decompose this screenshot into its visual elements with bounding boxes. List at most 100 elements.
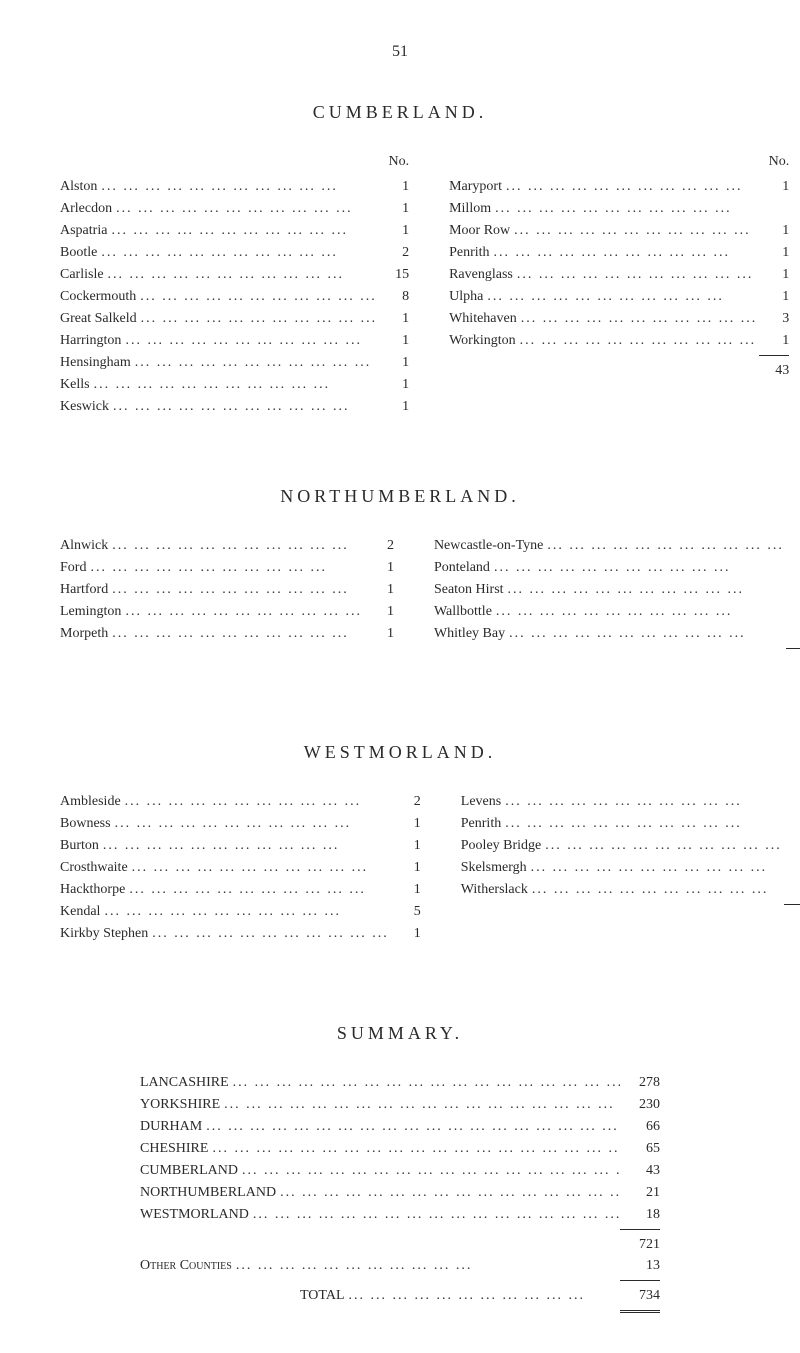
dots: ... ... ... ... ... ... ... ... ... ... … <box>107 220 381 241</box>
table-row: Seaton Hirst... ... ... ... ... ... ... … <box>434 579 800 600</box>
entry-value: 1 <box>366 579 394 600</box>
entry-label: Ravenglass <box>449 264 513 285</box>
entry-label: Hensingham <box>60 352 131 373</box>
entry-label: Moor Row <box>449 220 510 241</box>
entry-label: Hartford <box>60 579 108 600</box>
summary-rows: LANCASHIRE... ... ... ... ... ... ... ..… <box>140 1072 660 1225</box>
table-row: Whitehaven... ... ... ... ... ... ... ..… <box>449 308 789 329</box>
table-row: Ambleside... ... ... ... ... ... ... ...… <box>60 791 421 812</box>
dots: ... ... ... ... ... ... ... ... ... ... … <box>504 579 788 600</box>
dots: ... ... ... ... ... ... ... ... ... ... … <box>97 242 381 263</box>
entry-value: 2 <box>393 791 421 812</box>
entry-label: Harrington <box>60 330 121 351</box>
dots: ... ... ... ... ... ... ... ... ... ... … <box>111 813 393 834</box>
entry-value: 1 <box>381 396 409 417</box>
table-row: Penrith... ... ... ... ... ... ... ... .… <box>449 242 789 263</box>
entry-value: 2 <box>381 242 409 263</box>
dots: ... ... ... ... ... ... ... ... ... ... … <box>108 535 366 556</box>
table-row: Hackthorpe... ... ... ... ... ... ... ..… <box>60 879 421 900</box>
entry-label: Wallbottle <box>434 601 492 622</box>
dots: ... ... ... ... ... ... ... ... ... ... … <box>490 557 788 578</box>
entry-value: 1 <box>786 857 800 878</box>
dots: ... ... ... ... ... ... ... ... ... ... … <box>501 791 786 812</box>
table-row: Burton... ... ... ... ... ... ... ... ..… <box>60 835 421 856</box>
dots: ... ... ... ... ... ... ... ... ... ... … <box>97 176 381 197</box>
table-row: Ulpha... ... ... ... ... ... ... ... ...… <box>449 286 789 307</box>
summary-row: WESTMORLAND... ... ... ... ... ... ... .… <box>140 1204 660 1225</box>
cumberland-total: 43 <box>449 360 789 381</box>
table-row: Alston... ... ... ... ... ... ... ... ..… <box>60 176 409 197</box>
westmorland-left-items: Ambleside... ... ... ... ... ... ... ...… <box>60 791 421 944</box>
entry-value: 3 <box>761 308 789 329</box>
entry-label: Whitehaven <box>449 308 517 329</box>
entry-value: 1 <box>761 264 789 285</box>
dots: ... ... ... ... ... ... ... ... ... ... … <box>128 857 393 878</box>
westmorland-right-col: Levens... ... ... ... ... ... ... ... ..… <box>461 791 800 945</box>
table-row: Cockermouth... ... ... ... ... ... ... .… <box>60 286 409 307</box>
entry-value: 1 <box>788 623 800 644</box>
entry-label: Alnwick <box>60 535 108 556</box>
dots: ... ... ... ... ... ... ... ... ... ... … <box>516 330 762 351</box>
northumberland-right-col: Newcastle-on-Tyne... ... ... ... ... ...… <box>434 535 800 674</box>
entry-label: Arlecdon <box>60 198 112 219</box>
table-row: Wallbottle... ... ... ... ... ... ... ..… <box>434 601 800 622</box>
northumberland-left-items: Alnwick... ... ... ... ... ... ... ... .… <box>60 535 394 644</box>
entry-label: Bowness <box>60 813 111 834</box>
entry-label: Carlisle <box>60 264 104 285</box>
table-row: Workington... ... ... ... ... ... ... ..… <box>449 330 789 351</box>
dots: ... ... ... ... ... ... ... ... ... ... … <box>345 1285 620 1306</box>
summary-row: CUMBERLAND... ... ... ... ... ... ... ..… <box>140 1160 660 1181</box>
total-rule <box>620 1280 660 1281</box>
entry-label: Aspatria <box>60 220 107 241</box>
cumberland-right-col: No. Maryport... ... ... ... ... ... ... … <box>449 151 789 418</box>
final-double-rule <box>620 1310 660 1313</box>
entry-value: 1 <box>788 601 800 622</box>
other-counties-label: Other Counties <box>140 1255 232 1276</box>
entry-label: Newcastle-on-Tyne <box>434 535 543 556</box>
table-row: Aspatria... ... ... ... ... ... ... ... … <box>60 220 409 241</box>
table-row: Levens... ... ... ... ... ... ... ... ..… <box>461 791 800 812</box>
cumberland-title: CUMBERLAND. <box>60 99 740 126</box>
entry-label: Levens <box>461 791 501 812</box>
summary-row: YORKSHIRE... ... ... ... ... ... ... ...… <box>140 1094 660 1115</box>
entry-label: Pooley Bridge <box>461 835 542 856</box>
dots: ... ... ... ... ... ... ... ... ... ... … <box>501 813 786 834</box>
entry-value: 1 <box>393 879 421 900</box>
entry-label: Maryport <box>449 176 502 197</box>
no-header: No. <box>60 151 409 172</box>
entry-label: Kirkby Stephen <box>60 923 148 944</box>
northumberland-title: NORTHUMBERLAND. <box>60 483 740 510</box>
summary-title: SUMMARY. <box>60 1020 740 1047</box>
table-row: Kells... ... ... ... ... ... ... ... ...… <box>60 374 409 395</box>
westmorland-title: WESTMORLAND. <box>60 739 740 766</box>
table-row: Lemington... ... ... ... ... ... ... ...… <box>60 601 394 622</box>
dots: ... ... ... ... ... ... ... ... ... ... … <box>543 535 788 556</box>
subtotal-rule <box>620 1229 660 1230</box>
total-label: TOTAL <box>300 1285 345 1306</box>
dots: ... ... ... ... ... ... ... ... ... ... … <box>109 396 381 417</box>
dots: ... ... ... ... ... ... ... ... ... ... … <box>238 1160 620 1181</box>
table-row: Penrith... ... ... ... ... ... ... ... .… <box>461 813 800 834</box>
cumberland-columns: No. Alston... ... ... ... ... ... ... ..… <box>60 151 740 418</box>
table-row: Harrington... ... ... ... ... ... ... ..… <box>60 330 409 351</box>
westmorland-right-items: Levens... ... ... ... ... ... ... ... ..… <box>461 791 800 900</box>
table-row: Bootle... ... ... ... ... ... ... ... ..… <box>60 242 409 263</box>
entry-label: Lemington <box>60 601 121 622</box>
cumberland-left-items: Alston... ... ... ... ... ... ... ... ..… <box>60 176 409 417</box>
table-row: Skelsmergh... ... ... ... ... ... ... ..… <box>461 857 800 878</box>
dots: ... ... ... ... ... ... ... ... ... ... … <box>492 601 788 622</box>
entry-value: 1 <box>761 242 789 263</box>
entry-value: 1 <box>381 374 409 395</box>
entry-value: 1 <box>761 286 789 307</box>
dots: ... ... ... ... ... ... ... ... ... ... … <box>86 557 365 578</box>
dots: ... ... ... ... ... ... ... ... ... ... … <box>490 242 762 263</box>
northumberland-columns: Alnwick... ... ... ... ... ... ... ... .… <box>60 535 740 674</box>
summary-label: YORKSHIRE <box>140 1094 220 1115</box>
table-row: Bowness... ... ... ... ... ... ... ... .… <box>60 813 421 834</box>
table-row: Witherslack... ... ... ... ... ... ... .… <box>461 879 800 900</box>
entry-label: Bootle <box>60 242 97 263</box>
dots: ... ... ... ... ... ... ... ... ... ... … <box>131 352 381 373</box>
entry-label: Alston <box>60 176 97 197</box>
dots: ... ... ... ... ... ... ... ... ... ... … <box>104 264 382 285</box>
table-row: Whitley Bay... ... ... ... ... ... ... .… <box>434 623 800 644</box>
